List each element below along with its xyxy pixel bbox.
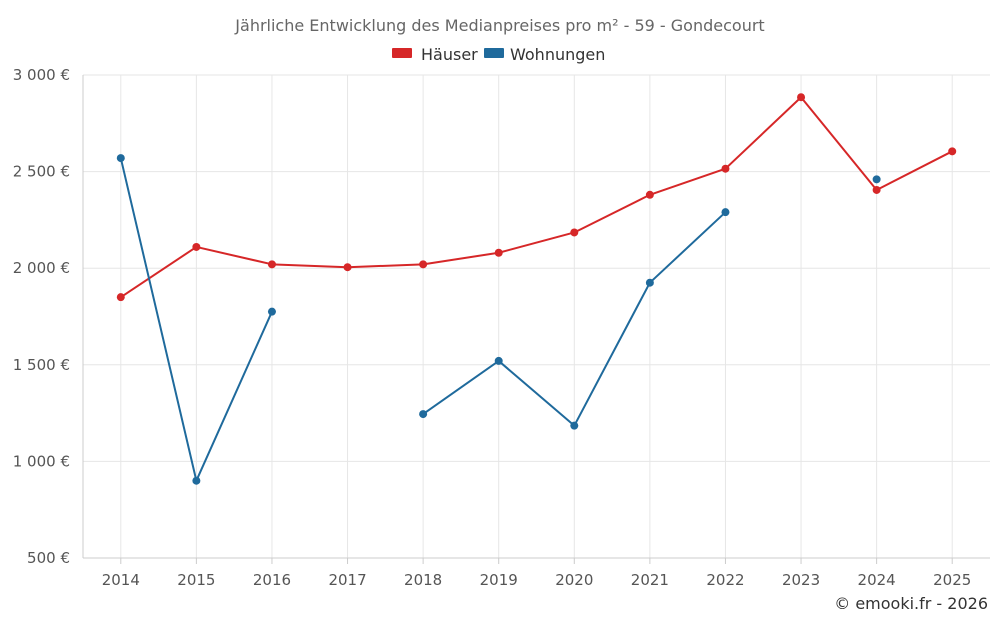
chart-title: Jährliche Entwicklung des Medianpreises …	[234, 16, 764, 35]
data-point[interactable]	[116, 293, 125, 302]
data-point[interactable]	[570, 421, 579, 430]
data-point[interactable]	[948, 147, 957, 156]
data-point[interactable]	[419, 410, 428, 419]
x-tick-label: 2019	[480, 571, 518, 589]
data-point[interactable]	[872, 175, 881, 184]
data-point[interactable]	[267, 307, 276, 316]
x-tick-label: 2025	[933, 571, 971, 589]
data-point[interactable]	[645, 190, 654, 199]
data-point[interactable]	[192, 242, 201, 251]
x-tick-label: 2018	[404, 571, 442, 589]
data-point[interactable]	[494, 356, 503, 365]
y-tick-label: 1 500 €	[13, 356, 70, 374]
data-point[interactable]	[872, 185, 881, 194]
data-point[interactable]	[721, 164, 730, 173]
y-tick-label: 2 500 €	[13, 163, 70, 181]
axes: 500 € 1 000 € 1 500 € 2 000 € 2 500 € 3 000 €…	[13, 66, 990, 589]
x-tick-label: 2015	[177, 571, 215, 589]
y-tick-label: 2 000 €	[13, 259, 70, 277]
x-tick-label: 2014	[102, 571, 140, 589]
legend-label-houses: Häuser	[421, 45, 478, 64]
data-point[interactable]	[494, 248, 503, 257]
data-point[interactable]	[267, 260, 276, 269]
x-tick-label: 2024	[858, 571, 896, 589]
y-tick-label: 3 000 €	[13, 66, 70, 84]
x-tick-label: 2021	[631, 571, 669, 589]
grid	[83, 74, 990, 558]
data-point[interactable]	[343, 263, 352, 272]
series	[116, 93, 957, 485]
data-point[interactable]	[645, 278, 654, 287]
legend-label-apartments: Wohnungen	[510, 45, 605, 64]
x-tick-label: 2017	[328, 571, 366, 589]
series-apartments	[116, 154, 881, 485]
x-tick-label: 2022	[706, 571, 744, 589]
data-point[interactable]	[570, 228, 579, 237]
data-point[interactable]	[721, 208, 730, 217]
legend-swatch-houses	[392, 48, 412, 58]
y-tick-label: 500 €	[27, 549, 70, 567]
x-tick-label: 2020	[555, 571, 593, 589]
series-houses	[116, 93, 957, 302]
data-point[interactable]	[797, 93, 806, 102]
series-line	[120, 96, 953, 299]
y-tick-label: 1 000 €	[13, 452, 70, 470]
data-point[interactable]	[419, 260, 428, 269]
legend-item-houses[interactable]: Häuser	[392, 45, 478, 64]
legend-swatch-apartments	[484, 48, 504, 58]
legend: Häuser Wohnungen	[392, 45, 605, 64]
x-tick-label: 2016	[253, 571, 291, 589]
x-tick-label: 2023	[782, 571, 820, 589]
data-point[interactable]	[116, 154, 125, 163]
credit-text: © emooki.fr - 2026	[834, 594, 988, 613]
legend-item-apartments[interactable]: Wohnungen	[484, 45, 605, 64]
data-point[interactable]	[192, 476, 201, 485]
